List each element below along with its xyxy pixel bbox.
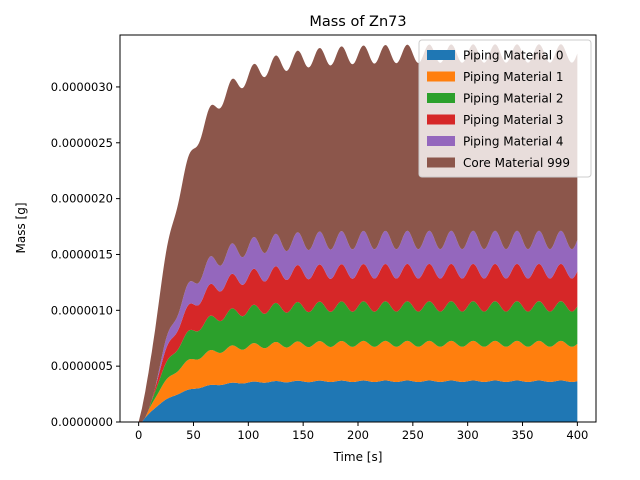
x-tick-label: 250: [402, 428, 424, 442]
x-axis-ticks: 0 50 100 150 200 250 300 350 400: [135, 422, 588, 442]
x-axis-label: Time [s]: [333, 450, 383, 464]
y-tick-label: 0.0000005: [51, 359, 113, 373]
legend-label: Piping Material 2: [463, 92, 564, 106]
legend-swatch: [427, 71, 455, 82]
area-piping-material-1: [138, 340, 578, 422]
x-tick-label: 150: [292, 428, 314, 442]
x-tick-label: 350: [512, 428, 534, 442]
x-tick-label: 400: [566, 428, 588, 442]
legend-label: Core Material 999: [463, 156, 570, 170]
y-axis-label: Mass [g]: [14, 202, 28, 253]
x-tick-label: 50: [186, 428, 201, 442]
x-tick-label: 200: [347, 428, 369, 442]
area-piping-material-3: [138, 263, 578, 422]
area-piping-material-4: [138, 230, 578, 422]
legend-label: Piping Material 3: [463, 113, 564, 127]
legend-label: Piping Material 1: [463, 70, 564, 84]
x-tick-label: 0: [135, 428, 142, 442]
legend-swatch: [427, 136, 455, 146]
legend-swatch: [427, 50, 455, 60]
x-tick-label: 300: [457, 428, 479, 442]
legend-frame: [418, 39, 592, 178]
legend-swatch: [427, 114, 455, 125]
y-tick-label: 0.0000015: [51, 247, 113, 261]
y-tick-label: 0.0000025: [51, 136, 113, 150]
legend-swatch: [427, 93, 455, 103]
legend: Piping Material 0 Piping Material 1 Piping…: [418, 39, 592, 178]
y-axis-ticks: 0.0000000 0.0000005 0.0000010 0.0000015 0.00…: [51, 80, 120, 429]
legend-label: Piping Material 4: [463, 135, 564, 149]
y-tick-label: 0.0000020: [51, 192, 113, 206]
y-tick-label: 0.0000010: [51, 303, 113, 317]
y-tick-label: 0.0000000: [51, 415, 113, 429]
chart-title: Mass of Zn73: [309, 14, 406, 30]
legend-label: Piping Material 0: [463, 49, 564, 63]
y-tick-label: 0.0000030: [51, 80, 113, 94]
legend-swatch: [427, 157, 455, 168]
area-piping-material-0: [138, 380, 578, 422]
x-tick-label: 100: [237, 428, 259, 442]
area-piping-material-2: [138, 301, 578, 422]
